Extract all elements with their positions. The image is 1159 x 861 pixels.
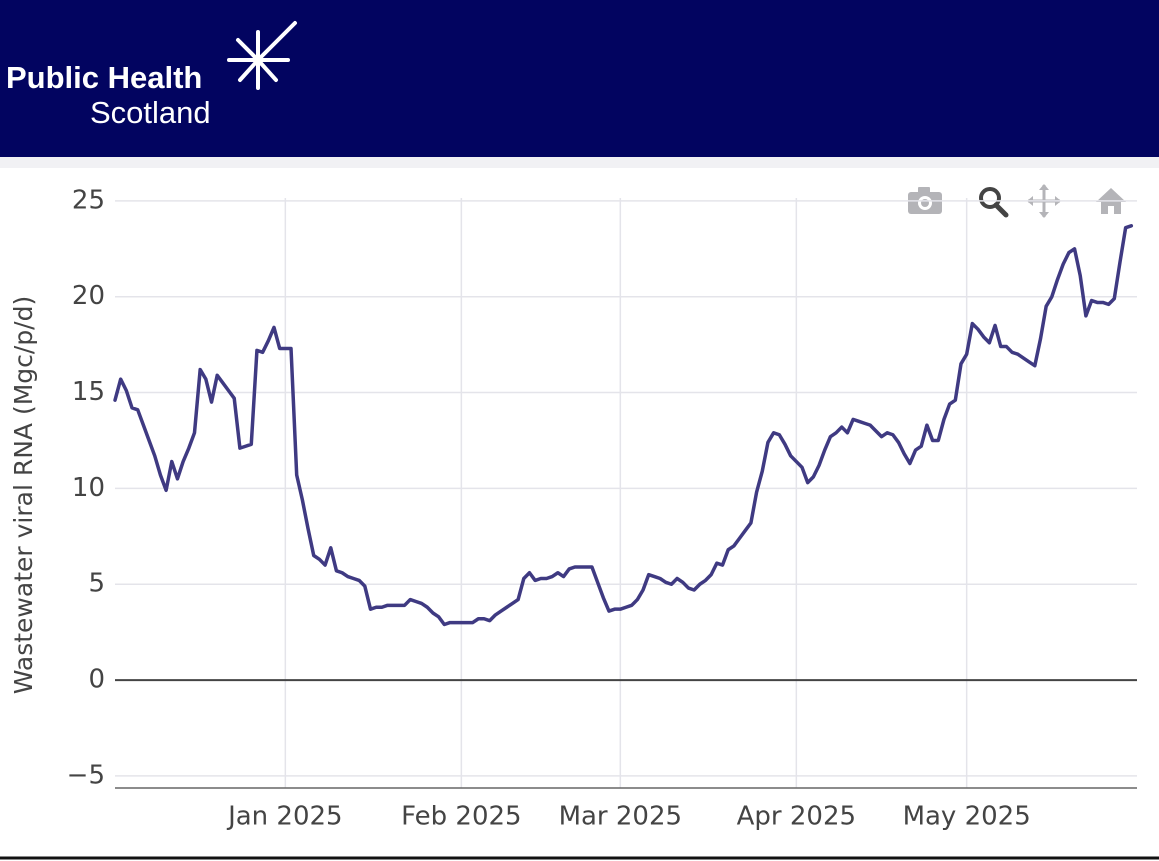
- x-tick-label: Feb 2025: [401, 802, 521, 832]
- y-tick-label: 10: [72, 473, 105, 503]
- data-line: [113, 224, 1134, 627]
- x-tick-label: Apr 2025: [737, 802, 856, 832]
- zoom-button[interactable]: [979, 187, 1009, 218]
- y-tick-label: 25: [72, 185, 105, 215]
- logo[interactable]: Public Health Scotland: [6, 21, 297, 130]
- logo-line2: Scotland: [90, 95, 211, 130]
- x-tick-label: Mar 2025: [559, 802, 683, 832]
- logo-line1: Public Health: [6, 60, 202, 95]
- y-tick-label: −5: [67, 760, 105, 790]
- x-tick-label: Jan 2025: [226, 802, 343, 832]
- x-tick-label: May 2025: [903, 802, 1031, 832]
- logo-star: [227, 21, 297, 90]
- plot-area: Jan 2025 Feb 2025 Mar 2025 Apr 2025 May 2025…: [67, 185, 1137, 832]
- y-tick-label: 20: [72, 281, 105, 311]
- header-divider: [0, 157, 1159, 168]
- y-axis-title: Wastewater viral RNA (Mgc/p/d): [9, 296, 38, 694]
- y-tick-label: 15: [72, 377, 105, 407]
- y-tick-label: 5: [88, 569, 105, 599]
- y-tick-label: 0: [88, 665, 105, 695]
- header-bar: [0, 0, 1159, 157]
